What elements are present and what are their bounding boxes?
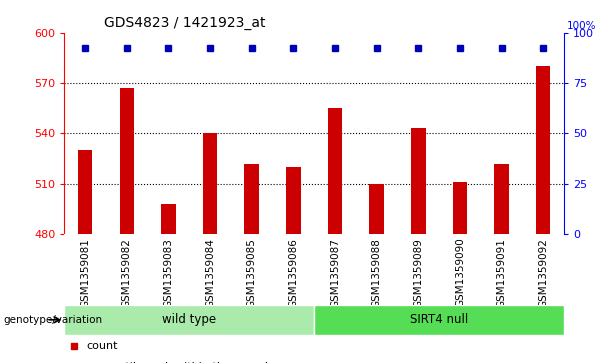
Text: GSM1359088: GSM1359088 [371,238,382,307]
Text: GSM1359082: GSM1359082 [122,238,132,307]
Bar [536,66,550,234]
Bar [203,134,218,234]
Bar [314,305,564,335]
Text: GSM1359083: GSM1359083 [164,238,173,307]
Text: genotype/variation: genotype/variation [3,315,102,325]
Bar [78,150,93,234]
Text: GSM1359089: GSM1359089 [413,238,423,307]
Bar [120,88,134,234]
Text: GSM1359085: GSM1359085 [246,238,257,307]
Text: GSM1359087: GSM1359087 [330,238,340,307]
Bar [452,182,467,234]
Text: count: count [87,341,118,351]
Text: GSM1359086: GSM1359086 [288,238,299,307]
Text: wild type: wild type [162,313,216,326]
Bar [328,108,342,234]
Text: GSM1359084: GSM1359084 [205,238,215,307]
Bar [286,167,300,234]
Bar [245,164,259,234]
Bar [411,129,425,234]
Text: GDS4823 / 1421923_at: GDS4823 / 1421923_at [104,16,266,30]
Text: GSM1359081: GSM1359081 [80,238,90,307]
Text: percentile rank within the sample: percentile rank within the sample [87,362,275,363]
Bar [494,164,509,234]
Bar [369,184,384,234]
Text: GSM1359091: GSM1359091 [497,238,506,307]
Text: 100%: 100% [567,21,596,31]
Text: GSM1359090: GSM1359090 [455,238,465,307]
Text: GSM1359092: GSM1359092 [538,238,548,307]
Text: SIRT4 null: SIRT4 null [410,313,468,326]
Bar [64,305,314,335]
Bar [161,204,176,234]
